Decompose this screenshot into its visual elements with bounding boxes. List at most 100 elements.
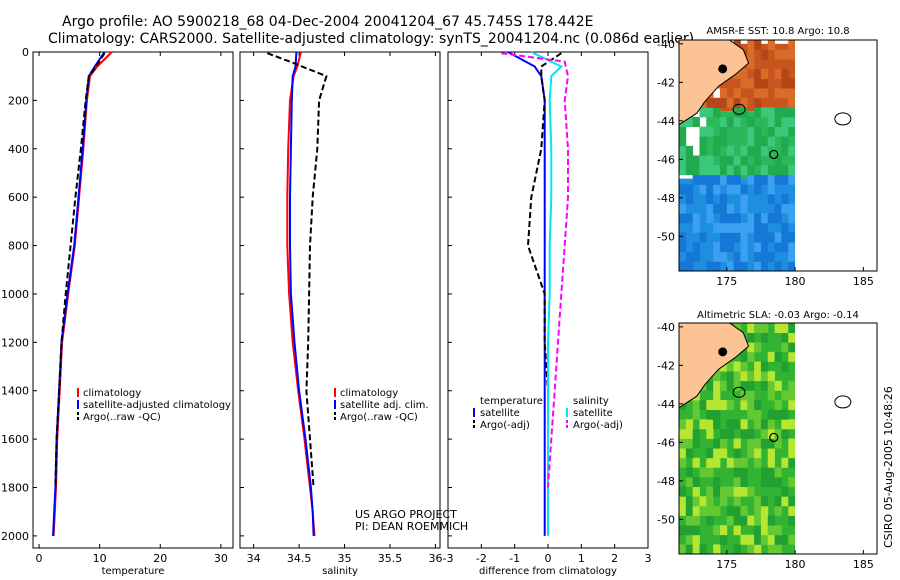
y-tick-label: -40 [657, 321, 675, 334]
field-cell [747, 136, 755, 147]
field-cell [767, 174, 775, 185]
field-cell [713, 390, 721, 401]
map-title: AMSR-E SST: 10.8 Argo: 10.8 [706, 26, 849, 37]
field-cell [754, 68, 762, 79]
field-cell [706, 400, 714, 411]
field-cell [760, 242, 769, 253]
field-cell [706, 194, 714, 205]
legend-entry: satellite adj. clim. [340, 400, 429, 411]
legend-entry: Argo(..raw -QC) [83, 412, 161, 423]
field-cell [719, 203, 728, 214]
field-cell [740, 68, 748, 79]
x-tick-label: 0 [36, 552, 43, 565]
field-cell [788, 438, 796, 449]
field-cell [767, 525, 775, 536]
y-tick-label: -42 [657, 76, 675, 89]
field-cell [740, 457, 748, 468]
field-cell [781, 496, 789, 507]
field-cell [685, 145, 694, 156]
field-cell [733, 232, 741, 243]
field-cell [679, 448, 687, 459]
field-cell [719, 534, 728, 545]
panel-temperature: 0 10 20 30 0 200 400 600 800 1000 1200 1400 1600 1800… [1, 46, 234, 577]
chatham-islands [834, 112, 852, 126]
field-cell [713, 486, 721, 497]
field-cell [692, 438, 700, 449]
field-cell [774, 323, 782, 334]
field-cell [788, 88, 796, 99]
field-cell [754, 457, 762, 468]
y-tick-label: 200 [8, 94, 29, 107]
field-cell [788, 342, 796, 353]
field-cell [760, 323, 769, 334]
field-cell [781, 68, 789, 79]
y-tick-label: 0 [22, 46, 29, 59]
field-cell [788, 261, 796, 272]
field-cell [781, 342, 789, 353]
field-cell [740, 232, 748, 243]
contour [732, 386, 746, 398]
field-cell [733, 222, 741, 233]
field-cell [679, 419, 687, 430]
field-cell [774, 505, 782, 516]
field-cell [781, 174, 789, 185]
field-cell [781, 107, 789, 118]
field-cell [733, 448, 741, 459]
field-cell [781, 534, 789, 545]
field-cell [754, 525, 762, 536]
field-cell [706, 457, 714, 468]
field-cell [774, 88, 782, 99]
field-cell [767, 467, 775, 478]
field-cell [781, 457, 789, 468]
field-cell [713, 174, 721, 185]
map-title: Altimetric SLA: -0.03 Argo: -0.14 [697, 310, 859, 321]
y-tick-label: 1000 [1, 288, 29, 301]
field-cell [788, 78, 796, 89]
field-cell [740, 428, 748, 439]
field-cell [726, 184, 735, 195]
field-cell [754, 126, 762, 137]
field-cell [747, 438, 755, 449]
field-cell [774, 213, 782, 224]
field-cell [692, 544, 700, 555]
x-axis-label: temperature [102, 566, 165, 577]
field-cell [719, 155, 728, 166]
field-cell [726, 242, 735, 253]
field-cell [740, 351, 748, 362]
field-cell [747, 371, 755, 382]
field-cell [706, 126, 714, 137]
field-cell [767, 419, 775, 430]
field-cell [754, 342, 762, 353]
field-cell [747, 428, 755, 439]
field-cell [692, 486, 700, 497]
field-cell [726, 486, 735, 497]
field-cell [767, 351, 775, 362]
field-cell [788, 351, 796, 362]
field-cell [747, 448, 755, 459]
field-cell [754, 213, 762, 224]
field-cell [788, 380, 796, 391]
field-cell [788, 232, 796, 243]
field-cell [733, 496, 741, 507]
field-cell [733, 88, 741, 99]
field-cell [754, 222, 762, 233]
series-line-satellite [507, 51, 546, 536]
field-cell [754, 78, 762, 89]
field-cell [685, 419, 694, 430]
field-cell [685, 155, 694, 166]
field-cell [760, 174, 769, 185]
field-cell [692, 174, 700, 185]
field-cell [747, 174, 755, 185]
field-cell [788, 390, 796, 401]
field-cell [754, 419, 762, 430]
chatham-islands [834, 395, 852, 409]
field-cell [781, 88, 789, 99]
field-cell [740, 534, 748, 545]
field-cell [713, 203, 721, 214]
field-cell [781, 126, 789, 137]
field-cell [685, 194, 694, 205]
field-cell [699, 184, 707, 195]
field-cell [754, 515, 762, 526]
